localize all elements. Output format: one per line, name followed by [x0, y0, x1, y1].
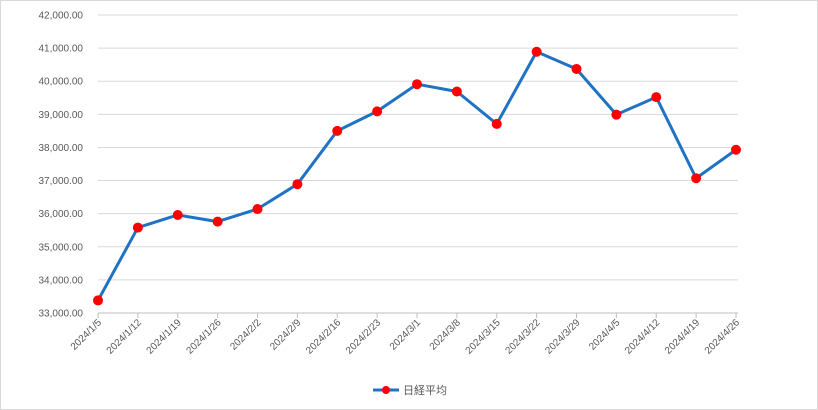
data-point [412, 79, 422, 90]
y-tick-label: 34,000.00 [39, 275, 84, 286]
data-point [571, 63, 582, 74]
x-tick-label: 2024/1/19 [145, 317, 185, 357]
data-point [292, 179, 303, 190]
y-tick-label: 39,000.00 [39, 110, 84, 121]
data-point [731, 144, 741, 155]
data-point [651, 92, 662, 103]
data-point [93, 295, 103, 306]
data-point [611, 109, 622, 120]
x-tick-label: 2024/3/15 [464, 317, 504, 357]
y-tick-label: 35,000.00 [39, 242, 84, 253]
series-layer [93, 46, 741, 306]
data-point [212, 216, 223, 227]
x-tick-label: 2024/3/22 [504, 317, 544, 357]
x-tick-label: 2024/2/2 [228, 317, 264, 353]
data-point [451, 86, 462, 97]
gridlines [98, 14, 738, 314]
x-tick-label: 2024/4/5 [587, 317, 623, 353]
y-tick-label: 41,000.00 [39, 44, 84, 55]
x-tick-label: 2024/2/16 [304, 317, 344, 357]
y-tick-label: 40,000.00 [39, 77, 84, 88]
y-tick-label: 38,000.00 [39, 143, 84, 154]
x-tick-label: 2024/4/12 [623, 317, 663, 357]
x-tick-label: 2024/3/8 [428, 317, 464, 353]
y-tick-label: 36,000.00 [39, 209, 84, 220]
x-axis-tick-labels: 2024/1/5 2024/1/12 2024/1/19 2024/1/26 2024/… [69, 313, 743, 357]
x-tick-label: 2024/4/26 [703, 317, 743, 357]
x-tick-label: 2024/3/29 [543, 317, 583, 357]
data-point [691, 173, 702, 184]
y-axis-tick-labels: 33,000.00 34,000.00 35,000.00 36,000.00 37,0… [39, 11, 84, 320]
legend-label: 日経平均 [403, 384, 447, 397]
data-point [531, 46, 542, 57]
x-tick-label: 2024/1/26 [185, 317, 225, 357]
data-point [132, 222, 143, 233]
legend: 日経平均 [373, 384, 447, 397]
y-tick-label: 33,000.00 [39, 309, 84, 320]
y-tick-label: 42,000.00 [39, 11, 84, 22]
x-tick-label: 2024/2/23 [344, 317, 384, 357]
x-tick-label: 2024/2/9 [268, 317, 304, 353]
data-point [172, 209, 183, 220]
x-tick-label: 2024/3/1 [388, 317, 424, 353]
y-tick-label: 37,000.00 [39, 176, 84, 187]
legend-marker [382, 386, 390, 394]
x-tick-label: 2024/1/12 [105, 317, 145, 357]
x-tick-label: 2024/1/5 [69, 317, 105, 353]
data-point [491, 118, 502, 129]
x-tick-label: 2024/4/19 [663, 317, 703, 357]
data-point [372, 106, 383, 117]
data-point [332, 125, 343, 136]
data-point [252, 204, 263, 215]
